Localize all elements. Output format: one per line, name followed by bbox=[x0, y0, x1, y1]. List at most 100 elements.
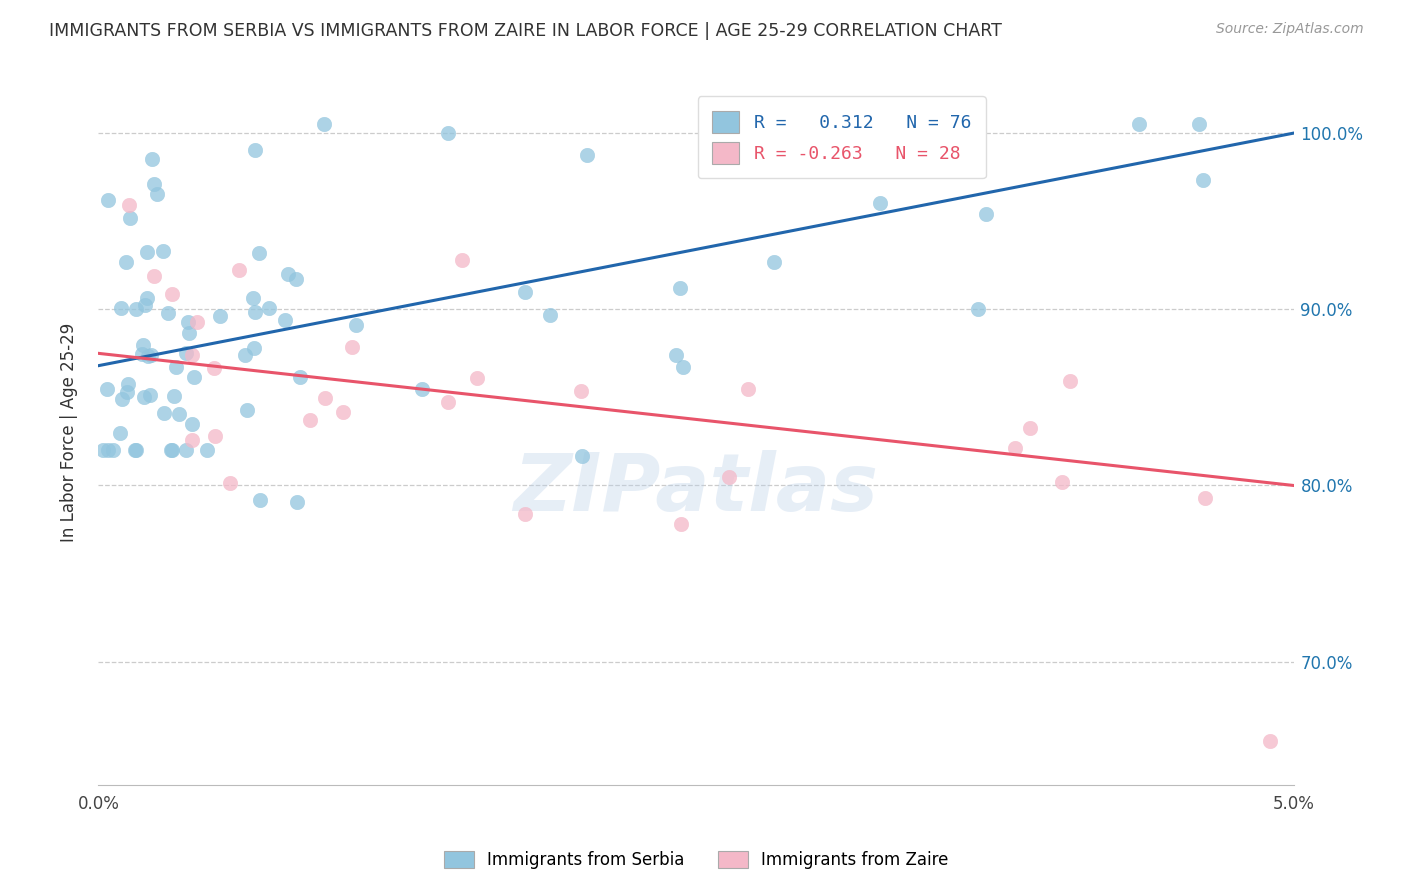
Point bbox=[117, 198, 139, 212]
Point bbox=[180, 434, 202, 448]
Point bbox=[165, 360, 187, 375]
Point bbox=[183, 370, 205, 384]
Point bbox=[718, 470, 741, 484]
Text: Source: ZipAtlas.com: Source: ZipAtlas.com bbox=[1216, 22, 1364, 37]
Point bbox=[437, 126, 460, 140]
Point bbox=[142, 268, 165, 283]
Point bbox=[186, 314, 208, 328]
Point bbox=[180, 348, 202, 362]
Point bbox=[974, 206, 997, 220]
Point bbox=[131, 347, 153, 361]
Point bbox=[465, 371, 488, 385]
Point bbox=[290, 370, 312, 384]
Point bbox=[96, 443, 118, 458]
Point bbox=[665, 348, 688, 362]
Point bbox=[737, 382, 759, 396]
Point bbox=[1050, 475, 1073, 490]
Point bbox=[515, 285, 537, 299]
Point bbox=[233, 348, 256, 362]
Point bbox=[146, 187, 169, 202]
Point bbox=[174, 346, 197, 360]
Point bbox=[153, 407, 176, 421]
Point bbox=[162, 443, 184, 458]
Text: ZIPatlas: ZIPatlas bbox=[513, 450, 879, 528]
Point bbox=[284, 271, 307, 285]
Point bbox=[247, 246, 270, 260]
Point bbox=[285, 494, 308, 508]
Point bbox=[96, 382, 118, 396]
Point bbox=[672, 360, 695, 375]
Point bbox=[763, 254, 786, 268]
Point bbox=[243, 143, 266, 157]
Point bbox=[124, 443, 146, 458]
Point bbox=[138, 388, 160, 402]
Point bbox=[538, 308, 561, 322]
Point bbox=[139, 348, 162, 362]
Point bbox=[97, 193, 120, 207]
Point bbox=[242, 292, 264, 306]
Point bbox=[274, 312, 297, 326]
Point bbox=[1019, 421, 1042, 435]
Point bbox=[195, 443, 218, 458]
Point bbox=[340, 340, 363, 354]
Point bbox=[576, 148, 599, 162]
Point bbox=[236, 402, 259, 417]
Point bbox=[869, 196, 891, 211]
Point bbox=[162, 389, 184, 403]
Point bbox=[1188, 117, 1211, 131]
Point bbox=[110, 301, 132, 315]
Point bbox=[967, 301, 990, 316]
Point bbox=[114, 254, 136, 268]
Point bbox=[159, 443, 181, 458]
Point bbox=[157, 305, 180, 319]
Legend: Immigrants from Serbia, Immigrants from Zaire: Immigrants from Serbia, Immigrants from … bbox=[436, 843, 956, 878]
Point bbox=[1128, 117, 1150, 131]
Point bbox=[277, 267, 299, 281]
Point bbox=[111, 392, 134, 406]
Point bbox=[160, 287, 183, 301]
Point bbox=[134, 298, 156, 312]
Point bbox=[1059, 374, 1081, 388]
Point bbox=[450, 253, 472, 268]
Point bbox=[208, 309, 231, 323]
Point bbox=[669, 281, 692, 295]
Point bbox=[103, 443, 125, 458]
Point bbox=[132, 338, 155, 352]
Point bbox=[332, 405, 354, 419]
Point bbox=[176, 315, 198, 329]
Point bbox=[141, 152, 163, 166]
Point bbox=[143, 177, 166, 191]
Point bbox=[125, 302, 148, 317]
Point bbox=[314, 391, 336, 405]
Point bbox=[219, 476, 242, 491]
Point bbox=[346, 318, 368, 332]
Point bbox=[437, 395, 460, 409]
Point bbox=[571, 449, 593, 463]
Point bbox=[257, 301, 280, 315]
Point bbox=[181, 417, 204, 431]
Point bbox=[117, 376, 139, 391]
Point bbox=[962, 117, 984, 131]
Point bbox=[242, 341, 264, 355]
Point bbox=[91, 443, 114, 458]
Point bbox=[108, 426, 131, 441]
Point bbox=[134, 390, 156, 404]
Point bbox=[204, 428, 226, 442]
Point bbox=[1194, 491, 1216, 506]
Point bbox=[115, 385, 138, 400]
Point bbox=[249, 492, 271, 507]
Point bbox=[136, 349, 159, 363]
Point bbox=[124, 443, 146, 458]
Text: IMMIGRANTS FROM SERBIA VS IMMIGRANTS FROM ZAIRE IN LABOR FORCE | AGE 25-29 CORRE: IMMIGRANTS FROM SERBIA VS IMMIGRANTS FRO… bbox=[49, 22, 1002, 40]
Point bbox=[135, 245, 157, 260]
Point bbox=[167, 407, 190, 421]
Point bbox=[136, 291, 159, 305]
Point bbox=[1258, 734, 1281, 748]
Point bbox=[515, 508, 537, 522]
Point bbox=[202, 361, 225, 376]
Point bbox=[569, 384, 592, 399]
Point bbox=[411, 382, 433, 396]
Point bbox=[174, 443, 197, 458]
Y-axis label: In Labor Force | Age 25-29: In Labor Force | Age 25-29 bbox=[59, 323, 77, 542]
Point bbox=[152, 244, 174, 259]
